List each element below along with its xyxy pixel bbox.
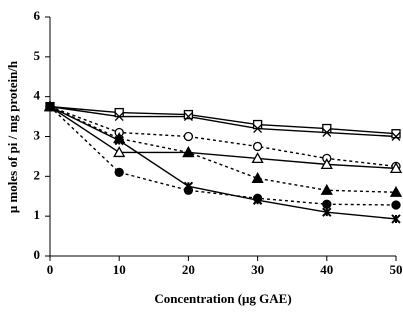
- y-tick-label: 5: [34, 48, 41, 63]
- marker: [391, 200, 401, 210]
- marker: [114, 167, 124, 178]
- series-line: [49, 105, 397, 220]
- marker: [183, 109, 194, 120]
- marker: [114, 135, 124, 146]
- marker: [113, 146, 126, 158]
- marker: [389, 185, 403, 197]
- series-line: [49, 105, 397, 138]
- marker: [183, 181, 194, 191]
- marker: [389, 162, 403, 174]
- y-tick-label: 1: [34, 207, 41, 222]
- marker: [45, 101, 55, 112]
- series-line: [49, 106, 397, 206]
- x-tick-label: 20: [182, 262, 195, 277]
- x-axis-label: Concentration (μg GAE): [154, 291, 291, 306]
- x-tick-label: 40: [320, 262, 333, 277]
- marker: [183, 131, 194, 142]
- y-tick-label: 3: [34, 127, 41, 142]
- y-tick-label: 0: [34, 247, 41, 262]
- series-line: [49, 105, 397, 135]
- x-tick-label: 10: [113, 262, 126, 277]
- y-tick-label: 4: [34, 88, 41, 103]
- marker: [182, 146, 195, 158]
- marker: [252, 195, 263, 205]
- marker: [391, 129, 401, 139]
- marker: [253, 124, 263, 133]
- x-tick-label: 0: [47, 262, 54, 277]
- y-tick-label: 2: [34, 167, 41, 182]
- y-axis-label: μ moles of pi / mg protein/h: [5, 60, 20, 213]
- marker: [252, 141, 263, 152]
- marker: [391, 132, 401, 141]
- marker: [320, 158, 333, 170]
- marker: [322, 199, 332, 209]
- marker: [322, 207, 332, 217]
- marker: [251, 152, 264, 164]
- marker: [114, 107, 124, 118]
- marker: [391, 214, 401, 224]
- series-line: [49, 106, 397, 170]
- x-tick-label: 50: [390, 262, 403, 277]
- y-tick-label: 6: [34, 8, 41, 23]
- series-line: [49, 105, 397, 168]
- marker: [183, 112, 193, 122]
- marker: [322, 128, 332, 137]
- x-tick-label: 30: [251, 262, 264, 277]
- marker: [322, 123, 332, 134]
- marker: [252, 119, 263, 130]
- marker: [320, 183, 333, 195]
- marker: [251, 171, 264, 183]
- marker: [114, 112, 124, 122]
- series-line: [49, 105, 397, 193]
